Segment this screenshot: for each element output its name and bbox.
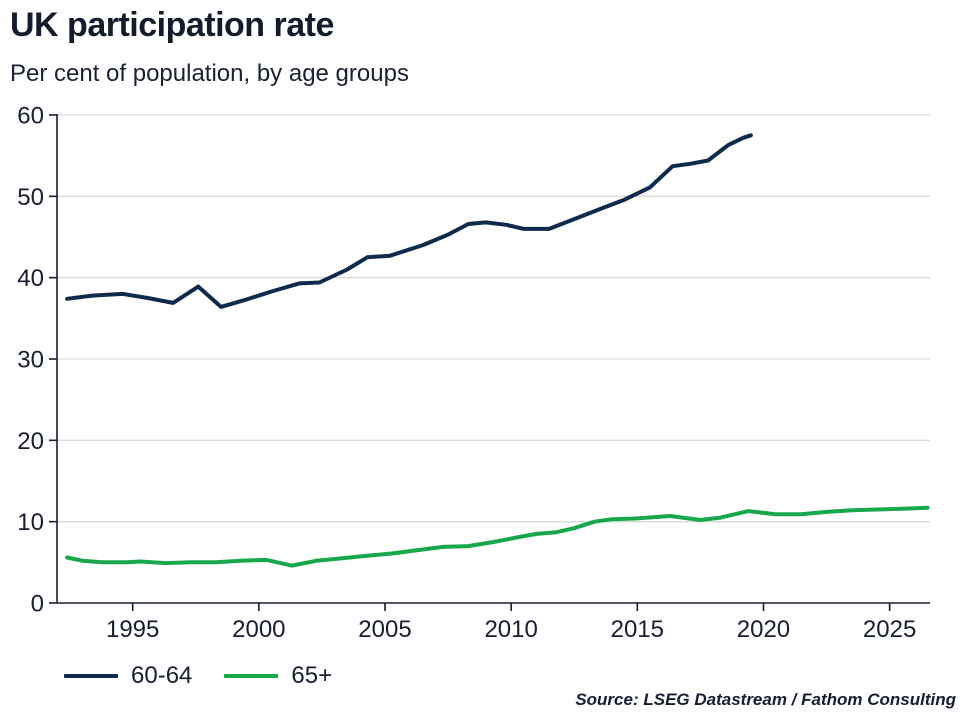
series-line-60-64 <box>65 133 753 309</box>
y-tick-label: 60 <box>17 103 44 130</box>
chart-title: UK participation rate <box>10 6 334 44</box>
series-line-65+ <box>65 505 930 568</box>
x-tick-label: 2025 <box>863 616 916 643</box>
x-tick-label: 2000 <box>232 616 285 643</box>
y-tick-label: 40 <box>17 265 44 292</box>
y-tick-label: 20 <box>17 428 44 455</box>
x-tick-label: 2015 <box>611 616 664 643</box>
x-tick-label: 2010 <box>484 616 537 643</box>
chart-subtitle: Per cent of population, by age groups <box>10 60 409 87</box>
legend-label-60-64: 60-64 <box>131 662 193 689</box>
y-tick-label: 10 <box>17 509 44 536</box>
chart-legend: 60-64 65+ <box>64 662 332 690</box>
legend-item-65plus: 65+ <box>224 662 332 690</box>
source-note: Source: LSEG Datastream / Fathom Consult… <box>575 690 956 709</box>
legend-swatch-65plus-icon <box>224 674 279 678</box>
y-tick-label: 50 <box>17 184 44 211</box>
x-tick-label: 2020 <box>737 616 790 643</box>
x-tick-label: 1995 <box>106 616 159 643</box>
legend-label-65plus: 65+ <box>291 662 333 689</box>
y-tick-label: 0 <box>31 591 44 618</box>
x-tick-label: 2005 <box>358 616 411 643</box>
y-tick-label: 30 <box>17 347 44 374</box>
legend-swatch-60-64-icon <box>64 674 118 678</box>
legend-item-60-64: 60-64 <box>64 662 192 690</box>
